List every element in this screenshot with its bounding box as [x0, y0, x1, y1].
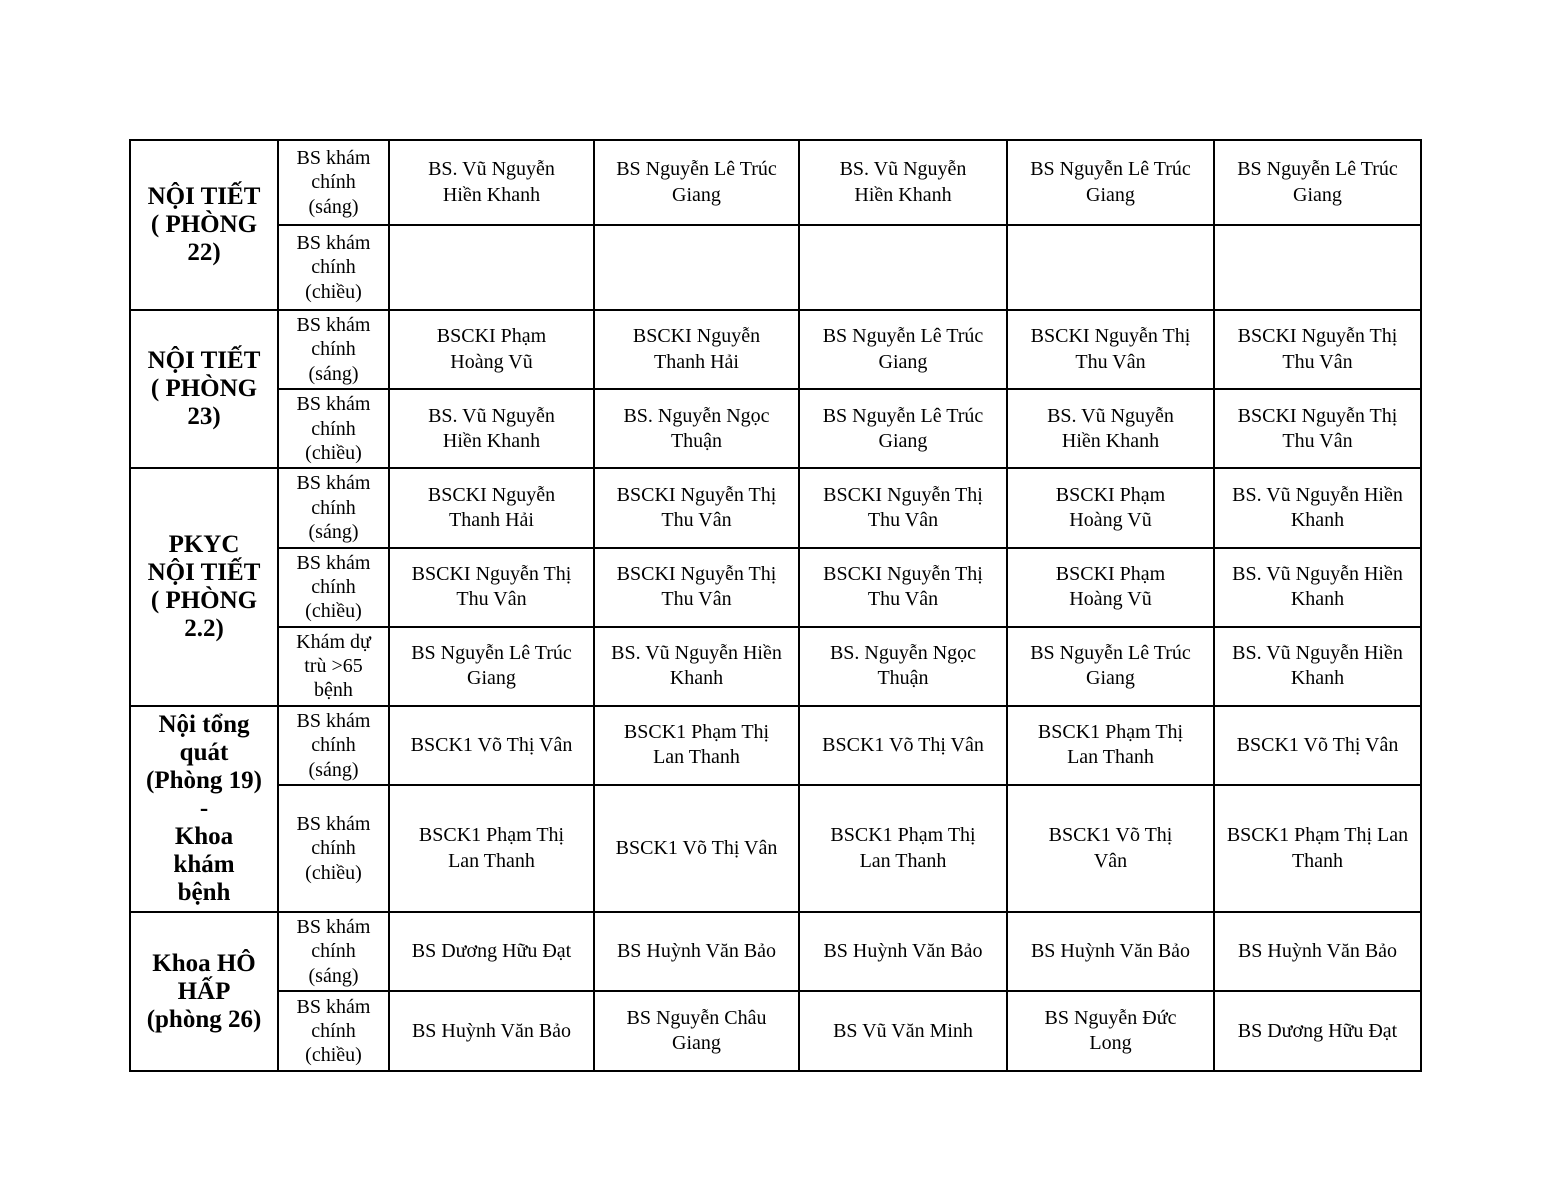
doctor-cell: BSCK1 Phạm Thị Lan Thanh — [388, 784, 595, 914]
doctor-cell: BS. Nguyễn Ngọc Thuận — [593, 388, 800, 470]
table-row: BS khám chính (chiều) BSCKI Nguyễn Thị T… — [130, 546, 1422, 628]
doctor-cell: BS Nguyễn Lê Trúc Giang — [798, 388, 1008, 470]
doctor-cell: BSCKI Nguyễn Thị Thu Vân — [1213, 308, 1422, 391]
doctor-cell: BS Nguyễn Đức Long — [1006, 990, 1215, 1073]
doctor-cell: BS Huỳnh Văn Bảo — [388, 990, 595, 1073]
doctor-cell: BSCKI Nguyễn Thị Thu Vân — [593, 467, 800, 549]
doctor-cell: BSCK1 Võ Thị Vân — [1006, 784, 1215, 914]
table-row: Khoa HÔ HẤP (phòng 26) BS khám chính (sá… — [129, 911, 1422, 1073]
table-row: BS khám chính (chiều) BS Huỳnh Văn Bảo B… — [130, 990, 1422, 1073]
doctor-cell — [798, 224, 1008, 311]
department-cell: PKYC NỘI TIẾT ( PHÒNG 2.2) — [129, 467, 279, 707]
doctor-cell — [388, 224, 595, 311]
doctor-cell: BS Vũ Văn Minh — [798, 990, 1008, 1073]
department-cell: NỘI TIẾT ( PHÒNG 23) — [129, 308, 279, 470]
doctor-cell: BS. Vũ Nguyễn Hiền Khanh — [1213, 467, 1422, 549]
doctor-cell: BSCK1 Phạm Thị Lan Thanh — [593, 704, 800, 787]
doctor-cell: BSCK1 Võ Thị Vân — [1213, 704, 1422, 787]
table-row: BS khám chính (chiều) BS. Vũ Nguyễn Hiền… — [130, 388, 1422, 470]
schedule-table: NỘI TIẾT ( PHÒNG 22) BS khám chính (sáng… — [129, 139, 1422, 1073]
doctor-cell: BS Dương Hữu Đạt — [1213, 990, 1422, 1073]
doctor-cell: BSCK1 Võ Thị Vân — [388, 704, 595, 787]
table-row: NỘI TIẾT ( PHÒNG 22) BS khám chính (sáng… — [129, 139, 1422, 311]
doctor-cell: BS. Vũ Nguyễn Hiền Khanh — [388, 139, 595, 226]
doctor-cell: BSCK1 Phạm Thị Lan Thanh — [1006, 704, 1215, 787]
doctor-cell: BSCKI Nguyễn Thị Thu Vân — [1213, 388, 1422, 470]
doctor-cell: BSCKI Nguyễn Thanh Hải — [593, 308, 800, 391]
doctor-cell — [1213, 224, 1422, 311]
session-cell: Khám dự trù >65 bệnh — [277, 625, 390, 707]
doctor-cell: BS. Vũ Nguyễn Hiền Khanh — [1213, 625, 1422, 707]
doctor-cell: BSCK1 Võ Thị Vân — [593, 784, 800, 914]
doctor-cell: BS Nguyễn Châu Giang — [593, 990, 800, 1073]
session-cell: BS khám chính (chiều) — [277, 546, 390, 628]
doctor-cell: BS Nguyễn Lê Trúc Giang — [798, 308, 1008, 391]
doctor-cell: BS Dương Hữu Đạt — [388, 911, 595, 993]
doctor-cell: BS. Vũ Nguyễn Hiền Khanh — [388, 388, 595, 470]
session-cell: BS khám chính (chiều) — [277, 224, 390, 311]
doctor-cell: BS Huỳnh Văn Bảo — [798, 911, 1008, 993]
doctor-cell: BSCKI Phạm Hoàng Vũ — [1006, 546, 1215, 628]
doctor-cell — [1006, 224, 1215, 311]
doctor-cell: BS Nguyễn Lê Trúc Giang — [1006, 625, 1215, 707]
doctor-cell: BSCKI Nguyễn Thị Thu Vân — [798, 546, 1008, 628]
doctor-cell: BS Nguyễn Lê Trúc Giang — [1006, 139, 1215, 226]
doctor-cell: BSCKI Phạm Hoàng Vũ — [1006, 467, 1215, 549]
doctor-cell: BSCK1 Phạm Thị Lan Thanh — [1213, 784, 1422, 914]
doctor-cell: BS Nguyễn Lê Trúc Giang — [1213, 139, 1422, 226]
doctor-cell: BS. Vũ Nguyễn Hiền Khanh — [1006, 388, 1215, 470]
department-cell: Khoa HÔ HẤP (phòng 26) — [129, 911, 279, 1073]
department-cell: NỘI TIẾT ( PHÒNG 22) — [129, 139, 279, 311]
table-row: Nội tổng quát (Phòng 19) - Khoa khám bện… — [129, 704, 1422, 914]
doctor-cell: BSCKI Phạm Hoàng Vũ — [388, 308, 595, 391]
doctor-cell: BSCKI Nguyễn Thanh Hải — [388, 467, 595, 549]
doctor-cell: BSCK1 Phạm Thị Lan Thanh — [798, 784, 1008, 914]
doctor-cell: BS Huỳnh Văn Bảo — [1006, 911, 1215, 993]
table-row: Khám dự trù >65 bệnh BS Nguyễn Lê Trúc G… — [130, 625, 1422, 707]
session-cell: BS khám chính (chiều) — [277, 990, 390, 1073]
session-cell: BS khám chính (chiều) — [277, 784, 390, 914]
doctor-cell: BS Nguyễn Lê Trúc Giang — [593, 139, 800, 226]
session-cell: BS khám chính (sáng) — [277, 139, 390, 226]
table-row: NỘI TIẾT ( PHÒNG 23) BS khám chính (sáng… — [129, 308, 1422, 470]
session-cell: BS khám chính (sáng) — [277, 704, 390, 787]
doctor-cell: BS. Vũ Nguyễn Hiền Khanh — [798, 139, 1008, 226]
doctor-cell — [593, 224, 800, 311]
table-row: BS khám chính (chiều) BSCK1 Phạm Thị Lan… — [130, 784, 1422, 914]
doctor-cell: BS. Nguyễn Ngọc Thuận — [798, 625, 1008, 707]
table-row: PKYC NỘI TIẾT ( PHÒNG 2.2) BS khám chính… — [129, 467, 1422, 707]
department-cell: Nội tổng quát (Phòng 19) - Khoa khám bện… — [129, 704, 279, 914]
doctor-cell: BS Huỳnh Văn Bảo — [593, 911, 800, 993]
doctor-cell: BSCKI Nguyễn Thị Thu Vân — [798, 467, 1008, 549]
doctor-cell: BS. Vũ Nguyễn Hiền Khanh — [1213, 546, 1422, 628]
doctor-cell: BSCKI Nguyễn Thị Thu Vân — [1006, 308, 1215, 391]
table-row: BS khám chính (chiều) — [130, 224, 1422, 311]
doctor-cell: BS Huỳnh Văn Bảo — [1213, 911, 1422, 993]
session-cell: BS khám chính (sáng) — [277, 308, 390, 391]
doctor-cell: BSCKI Nguyễn Thị Thu Vân — [388, 546, 595, 628]
doctor-cell: BS Nguyễn Lê Trúc Giang — [388, 625, 595, 707]
session-cell: BS khám chính (sáng) — [277, 467, 390, 549]
session-cell: BS khám chính (sáng) — [277, 911, 390, 993]
session-cell: BS khám chính (chiều) — [277, 388, 390, 470]
doctor-cell: BSCKI Nguyễn Thị Thu Vân — [593, 546, 800, 628]
doctor-cell: BSCK1 Võ Thị Vân — [798, 704, 1008, 787]
doctor-cell: BS. Vũ Nguyễn Hiền Khanh — [593, 625, 800, 707]
